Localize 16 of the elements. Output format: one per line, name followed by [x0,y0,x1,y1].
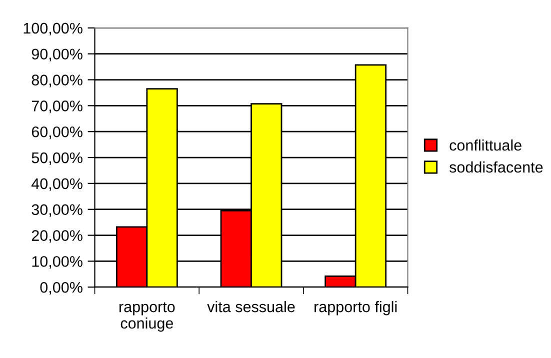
y-tick-label: 40,00% [32,178,82,191]
x-tick-label: rapporto figli [314,301,397,316]
y-tick-label: 60,00% [32,126,82,140]
y-tick-label: 30,00% [32,204,82,217]
x-tick-label: vita sessuale [207,301,295,312]
y-tick-label: 10,00% [32,256,82,269]
legend-label: conflittuale [450,139,522,151]
y-tick-label: 90,00% [32,48,82,62]
y-tick-label: 20,00% [32,230,82,243]
y-tick-label: 0,00% [40,282,82,295]
y-tick-label: 50,00% [32,152,82,166]
y-tick-label: 100,00% [24,22,82,36]
legend-label: soddisfacente [449,161,543,173]
x-tick-label: rapporto coniuge [120,302,175,332]
y-tick-label: 80,00% [32,74,82,88]
y-tick-label: 70,00% [32,100,82,114]
